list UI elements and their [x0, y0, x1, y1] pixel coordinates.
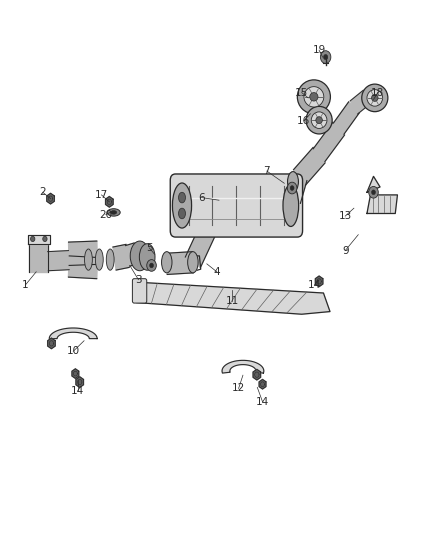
Text: 14: 14	[71, 386, 84, 396]
Text: 11: 11	[226, 296, 239, 306]
Circle shape	[31, 236, 35, 241]
Polygon shape	[286, 174, 307, 204]
Text: 2: 2	[39, 187, 46, 197]
Polygon shape	[315, 276, 323, 287]
Polygon shape	[222, 360, 264, 373]
Text: 5: 5	[146, 243, 153, 253]
Polygon shape	[28, 235, 50, 244]
Text: 3: 3	[135, 274, 142, 285]
Ellipse shape	[107, 209, 120, 216]
Circle shape	[43, 236, 47, 241]
Ellipse shape	[130, 241, 149, 271]
Text: 18: 18	[371, 87, 385, 98]
Circle shape	[287, 182, 297, 194]
Ellipse shape	[297, 80, 330, 114]
Polygon shape	[259, 379, 266, 389]
Ellipse shape	[311, 112, 327, 128]
Text: 4: 4	[213, 267, 220, 277]
Ellipse shape	[173, 183, 191, 228]
Text: 7: 7	[264, 166, 270, 176]
Circle shape	[324, 54, 328, 60]
Ellipse shape	[288, 172, 298, 192]
Text: 14: 14	[256, 397, 269, 407]
Circle shape	[371, 190, 375, 195]
FancyBboxPatch shape	[170, 174, 303, 237]
Polygon shape	[136, 282, 330, 314]
Polygon shape	[367, 176, 380, 192]
Ellipse shape	[111, 211, 117, 214]
Ellipse shape	[95, 249, 103, 270]
Ellipse shape	[179, 192, 185, 203]
Polygon shape	[69, 241, 97, 265]
Polygon shape	[293, 148, 325, 185]
Polygon shape	[48, 338, 55, 349]
Polygon shape	[126, 243, 138, 266]
FancyBboxPatch shape	[132, 279, 147, 303]
Polygon shape	[333, 102, 359, 134]
Ellipse shape	[283, 184, 299, 227]
Circle shape	[290, 185, 294, 190]
Ellipse shape	[162, 252, 172, 273]
Polygon shape	[76, 377, 84, 387]
Ellipse shape	[179, 208, 185, 219]
Ellipse shape	[316, 117, 322, 124]
Text: 9: 9	[342, 246, 349, 256]
Polygon shape	[47, 193, 54, 204]
Text: 10: 10	[67, 346, 80, 357]
Polygon shape	[106, 197, 113, 207]
Ellipse shape	[306, 107, 332, 134]
Polygon shape	[313, 122, 345, 161]
Ellipse shape	[139, 244, 155, 270]
Ellipse shape	[187, 252, 198, 273]
Polygon shape	[49, 328, 97, 338]
Circle shape	[147, 260, 156, 271]
Polygon shape	[29, 243, 48, 272]
Text: 6: 6	[198, 192, 205, 203]
Text: 13: 13	[339, 211, 352, 221]
Circle shape	[369, 187, 378, 198]
Text: 20: 20	[99, 209, 113, 220]
Text: 16: 16	[297, 116, 311, 126]
Polygon shape	[166, 252, 193, 274]
Polygon shape	[367, 195, 397, 214]
Ellipse shape	[310, 93, 318, 101]
Polygon shape	[185, 224, 215, 268]
Text: 15: 15	[295, 87, 308, 98]
Polygon shape	[68, 256, 98, 279]
Polygon shape	[350, 90, 371, 114]
Ellipse shape	[367, 90, 383, 106]
Ellipse shape	[371, 94, 378, 101]
Circle shape	[321, 51, 331, 63]
Text: 19: 19	[312, 45, 326, 55]
Text: 17: 17	[95, 190, 108, 200]
Polygon shape	[113, 245, 129, 270]
Polygon shape	[48, 251, 69, 271]
Ellipse shape	[362, 84, 388, 112]
Circle shape	[150, 263, 153, 268]
Ellipse shape	[106, 249, 114, 270]
Ellipse shape	[85, 249, 92, 270]
Polygon shape	[253, 369, 261, 380]
Text: 1: 1	[22, 280, 28, 290]
Ellipse shape	[304, 87, 324, 107]
Text: 14: 14	[308, 280, 321, 290]
Text: 12: 12	[232, 383, 245, 393]
Polygon shape	[72, 369, 79, 378]
